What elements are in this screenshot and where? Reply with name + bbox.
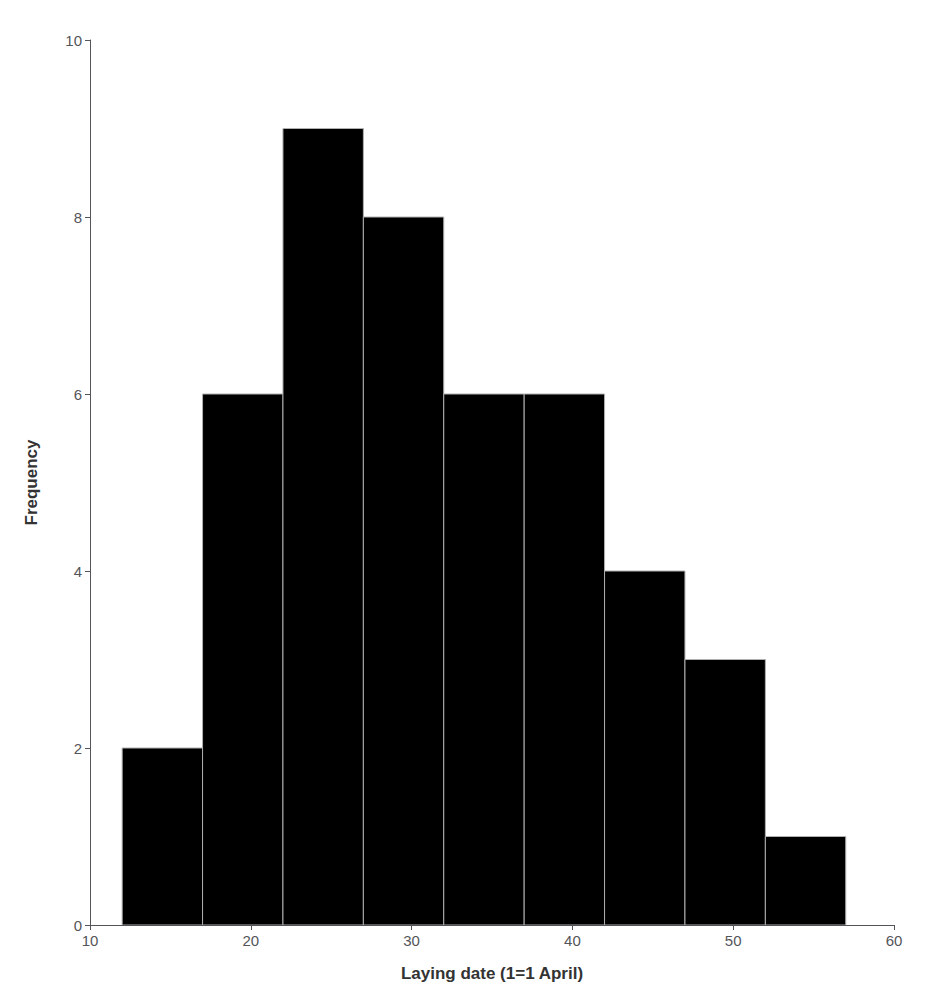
svg-text:50: 50 bbox=[725, 932, 742, 949]
svg-text:10: 10 bbox=[65, 32, 82, 49]
svg-text:30: 30 bbox=[403, 932, 420, 949]
svg-text:6: 6 bbox=[74, 386, 82, 403]
svg-text:10: 10 bbox=[82, 932, 99, 949]
svg-text:40: 40 bbox=[564, 932, 581, 949]
svg-text:60: 60 bbox=[886, 932, 903, 949]
svg-text:Frequency: Frequency bbox=[22, 439, 41, 526]
svg-text:2: 2 bbox=[74, 740, 82, 757]
svg-text:Laying date (1=1 April): Laying date (1=1 April) bbox=[401, 964, 583, 983]
svg-text:4: 4 bbox=[74, 563, 82, 580]
svg-text:0: 0 bbox=[74, 917, 82, 934]
svg-text:20: 20 bbox=[242, 932, 259, 949]
svg-text:8: 8 bbox=[74, 209, 82, 226]
